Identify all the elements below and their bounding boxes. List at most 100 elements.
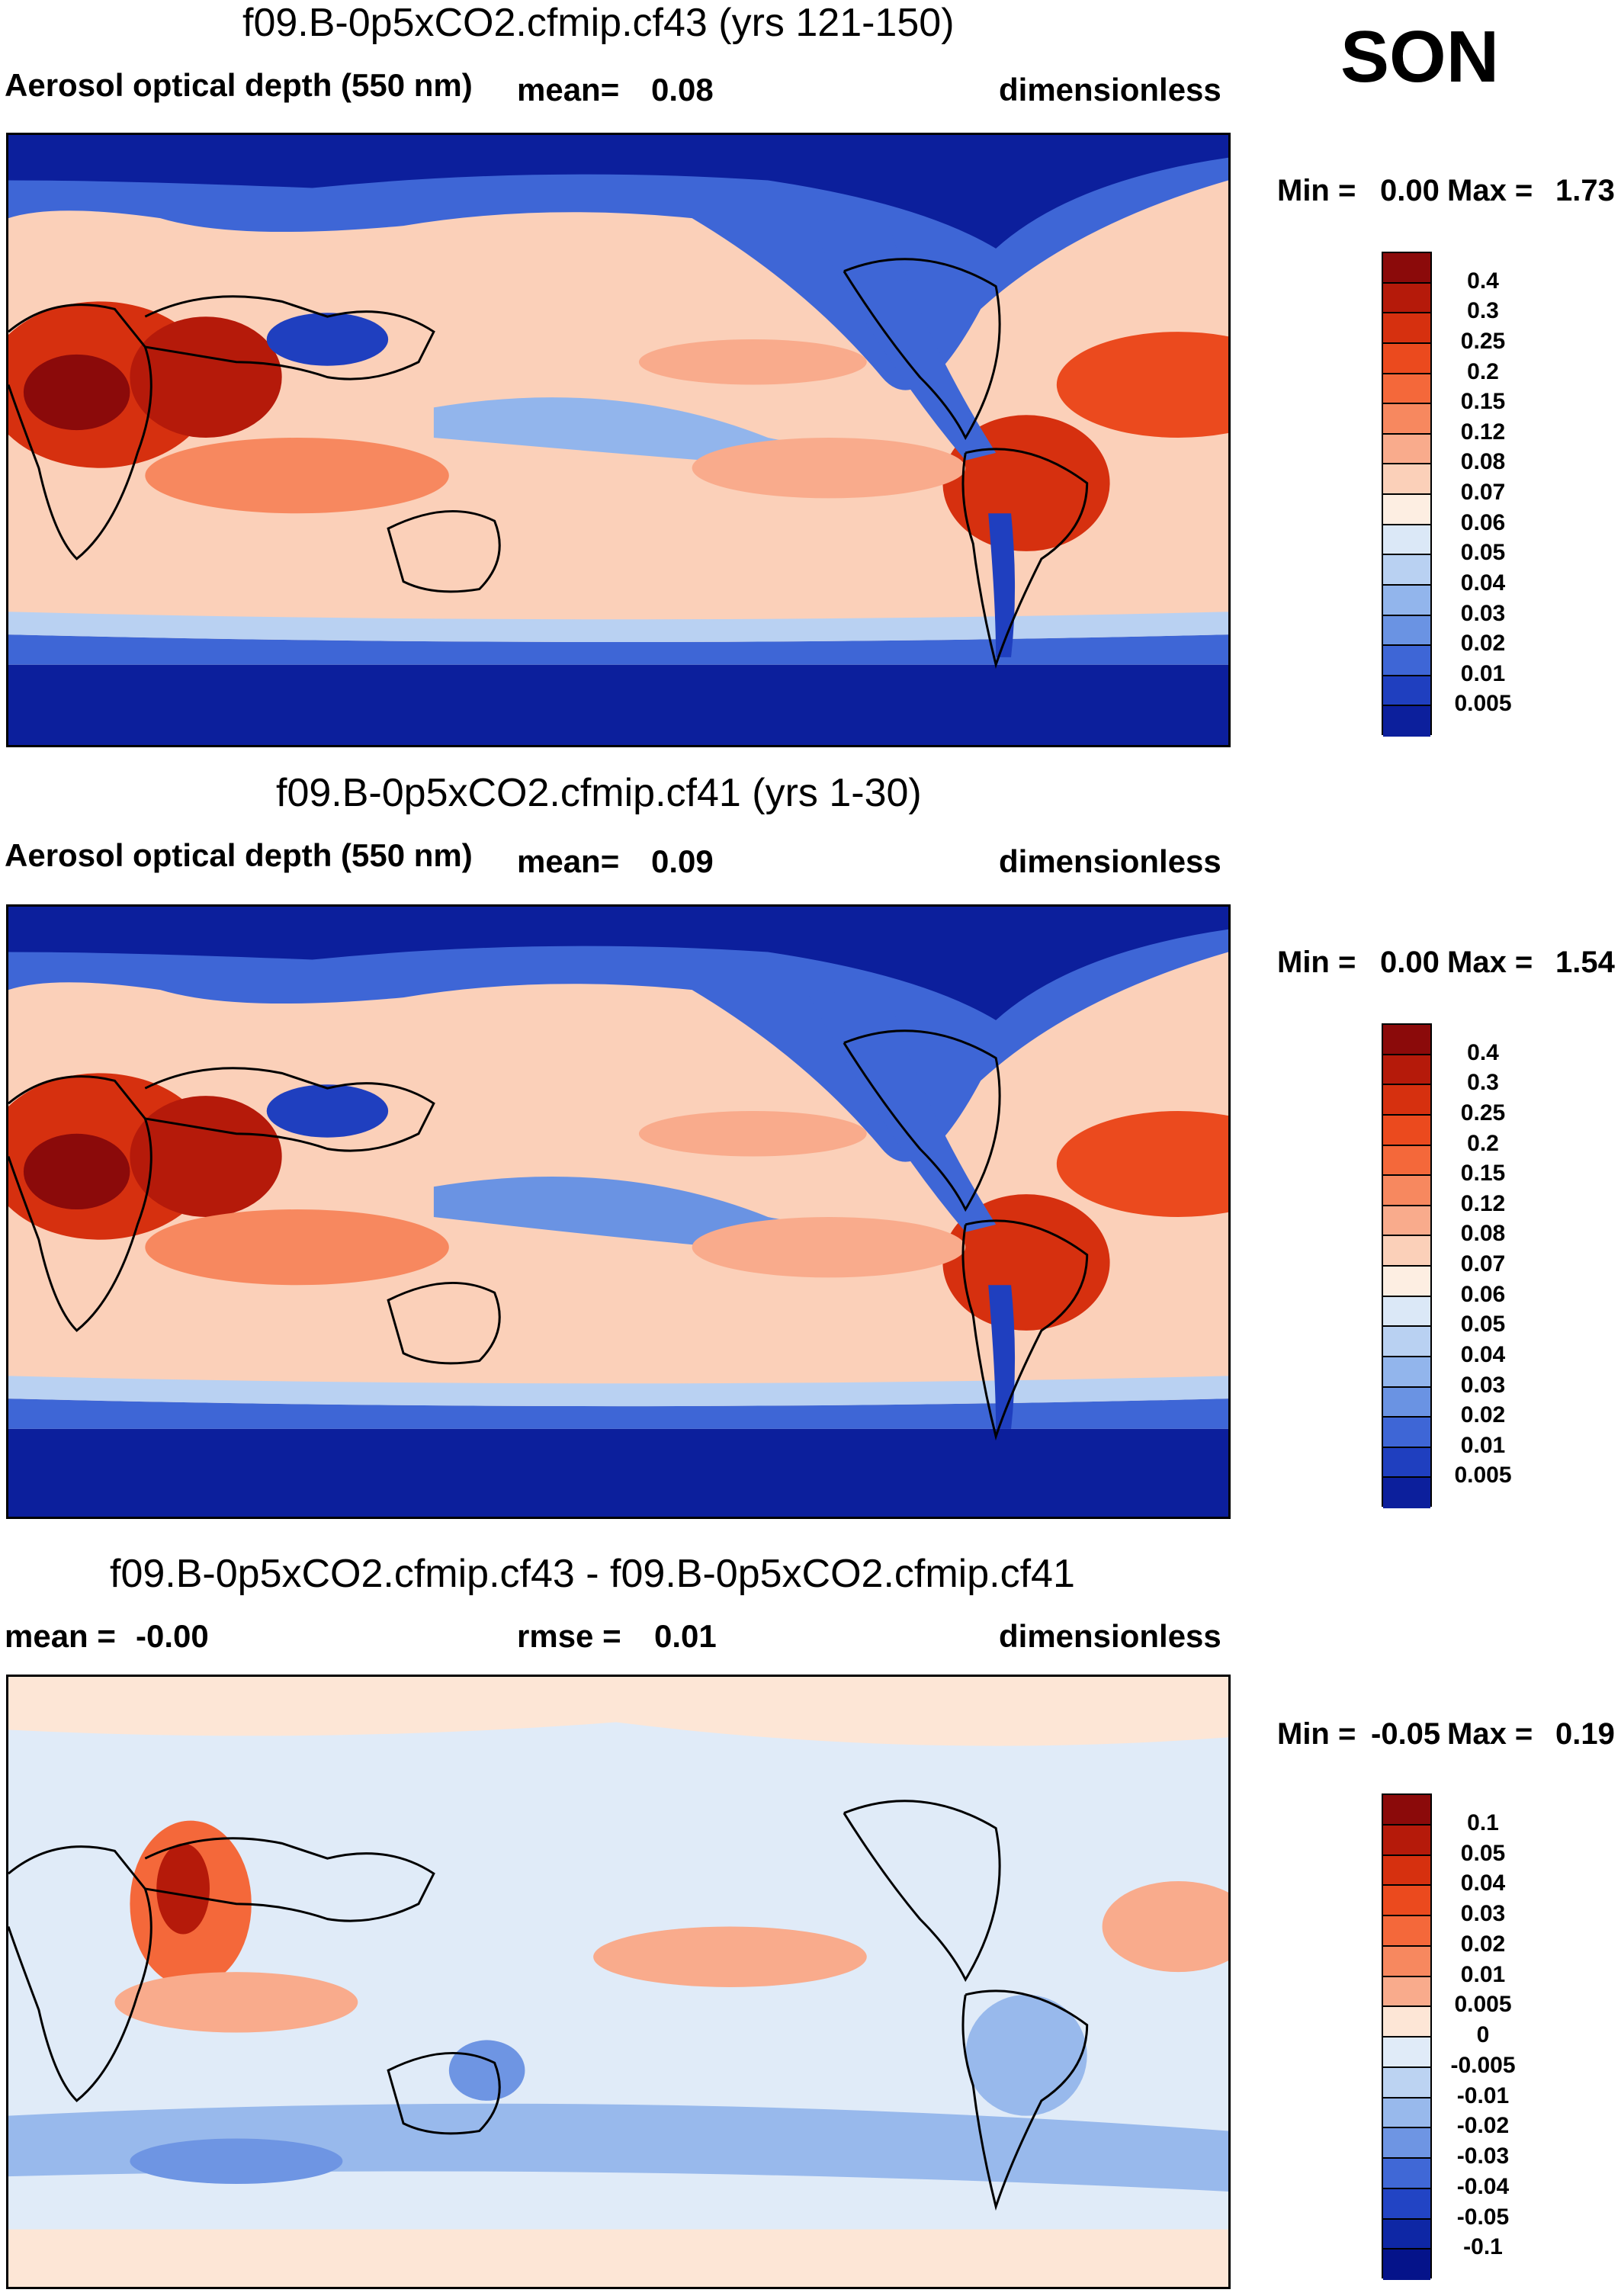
colorbar-tick-label: 0 (1476, 2022, 1490, 2047)
sahara-dust-core (23, 1133, 130, 1210)
indian-ocean-band (145, 438, 449, 514)
pacific-north-band (638, 339, 867, 385)
australia-outline (387, 510, 501, 593)
panel-3-max-value: 0.19 (1555, 1717, 1615, 1751)
colorbar-tick-label: 0.4 (1467, 268, 1499, 294)
west-america-low (806, 218, 997, 461)
colorbar-swatch (1383, 1357, 1430, 1388)
panel-1-title: f09.B-0p5xCO2.cfmip.cf43 (yrs 121-150) (242, 1, 955, 45)
colorbar-tick-label: 0.005 (1454, 1463, 1512, 1488)
colorbar-swatch (1383, 1795, 1430, 1826)
panel-1-variable-label: Aerosol optical depth (550 nm) (5, 67, 473, 103)
pacific-south-band (692, 438, 966, 499)
colorbar-swatch (1383, 1418, 1430, 1448)
colorbar-tick-label: 0.03 (1460, 1372, 1506, 1398)
colorbar-swatch (1383, 495, 1430, 525)
north-america-outline (843, 258, 1001, 441)
colorbar-tick-label: 0.02 (1460, 631, 1506, 657)
southern-neutral (8, 2229, 1228, 2287)
atlantic-dust (1056, 332, 1228, 438)
panel-2-map (6, 904, 1231, 1519)
colorbar-tick-label: -0.1 (1463, 2234, 1503, 2260)
colorbar-swatch (1383, 2007, 1430, 2037)
arabia-high-core (156, 1843, 210, 1935)
colorbar-swatch (1383, 1447, 1430, 1479)
southern-band (8, 1398, 1228, 1429)
panel-3-min-value: -0.05 (1371, 1717, 1441, 1751)
colorbar-tick-label: 0.05 (1460, 540, 1506, 566)
panel-2-max-label: Max = (1447, 946, 1533, 979)
panel-1-mean-label: mean= (517, 72, 620, 108)
panel-2-variable-label: Aerosol optical depth (550 nm) (5, 837, 473, 873)
australia-outline (387, 2052, 501, 2135)
panel-1-max-label: Max = (1447, 174, 1533, 207)
season-label: SON (1340, 16, 1500, 98)
panel-3-mean-label: mean = (5, 1618, 116, 1654)
panel-2-max-value: 1.54 (1555, 946, 1615, 979)
colorbar-swatch (1383, 1387, 1430, 1418)
colorbar-tick-label: 0.3 (1467, 1070, 1499, 1096)
colorbar-swatch (1383, 585, 1430, 616)
colorbar-tick-label: 0.02 (1460, 1931, 1506, 1957)
andes-low (988, 513, 1016, 657)
colorbar-tick-label: 0.03 (1460, 600, 1506, 626)
colorbar-tick-label: 0.08 (1460, 449, 1506, 475)
colorbar-tick-label: 0.01 (1460, 1432, 1506, 1458)
colorbar-swatch (1383, 1825, 1430, 1856)
southern-ocean (8, 1428, 1228, 1517)
colorbar-tick-label: 0.02 (1460, 1402, 1506, 1428)
panel-2-mean-value: 0.09 (651, 843, 714, 879)
colorbar-tick-label: 0.12 (1460, 419, 1506, 445)
colorbar-swatch (1383, 1206, 1430, 1237)
colorbar-swatch (1383, 434, 1430, 465)
southern-band-light (8, 612, 1228, 643)
colorbar-tick-label: 0.15 (1460, 1161, 1506, 1187)
colorbar-tick-label: 0.25 (1460, 1100, 1506, 1126)
colorbar-swatch (1383, 343, 1430, 374)
colorbar-tick-label: 0.05 (1460, 1840, 1506, 1866)
colorbar-tick-label: 0.2 (1467, 358, 1499, 384)
colorbar-swatch (1383, 1025, 1430, 1055)
southern-band-light (8, 1376, 1228, 1407)
colorbar-swatch (1383, 706, 1430, 737)
colorbar-swatch (1383, 1236, 1430, 1267)
colorbar-swatch (1383, 464, 1430, 495)
north-america-outline (843, 1029, 1001, 1212)
colorbar-swatch (1383, 253, 1430, 284)
africa-outline (8, 303, 152, 560)
colorbar-tick-label: 0.005 (1454, 691, 1512, 717)
panel-3-max-label: Max = (1447, 1717, 1533, 1751)
panel-1-mean-value: 0.08 (651, 72, 714, 108)
eurasia-outline (144, 1067, 435, 1152)
panel-1-max-value: 1.73 (1555, 174, 1615, 207)
arctic-core (8, 135, 1228, 249)
panel-3-map (6, 1675, 1231, 2289)
colorbar-tick-label: -0.005 (1450, 2052, 1516, 2078)
colorbar-tick-label: 0.06 (1460, 509, 1506, 535)
southern-ocean (8, 664, 1228, 745)
colorbar-swatch (1383, 1946, 1430, 1977)
panel-1-colorbar (1382, 252, 1432, 737)
colorbar-tick-label: 0.03 (1460, 1901, 1506, 1926)
colorbar-tick-label: 0.01 (1460, 1961, 1506, 1987)
colorbar-tick-label: 0.2 (1467, 1130, 1499, 1156)
colorbar-swatch (1383, 1115, 1430, 1146)
panel-2-min-label: Min = (1277, 946, 1356, 979)
colorbar-tick-label: 0.08 (1460, 1221, 1506, 1247)
panel-3-map-svg (8, 1677, 1228, 2287)
colorbar-swatch (1383, 555, 1430, 586)
panel-2-min-value: 0.00 (1380, 946, 1440, 979)
southern-low-core (130, 2138, 343, 2185)
colorbar-swatch (1383, 1327, 1430, 1357)
panel-1-min-value: 0.00 (1380, 174, 1440, 207)
panel-3-rmse-value: 0.01 (654, 1618, 717, 1654)
colorbar-swatch (1383, 1145, 1430, 1177)
indian-ocean-band (145, 1209, 449, 1286)
colorbar-swatch (1383, 2128, 1430, 2159)
colorbar-swatch (1383, 1085, 1430, 1116)
colorbar-tick-label: 0.005 (1454, 1992, 1512, 2018)
south-america-low (965, 1994, 1087, 2116)
colorbar-tick-label: 0.25 (1460, 328, 1506, 354)
colorbar-tick-label: 0.07 (1460, 480, 1506, 505)
colorbar-swatch (1383, 2159, 1430, 2189)
